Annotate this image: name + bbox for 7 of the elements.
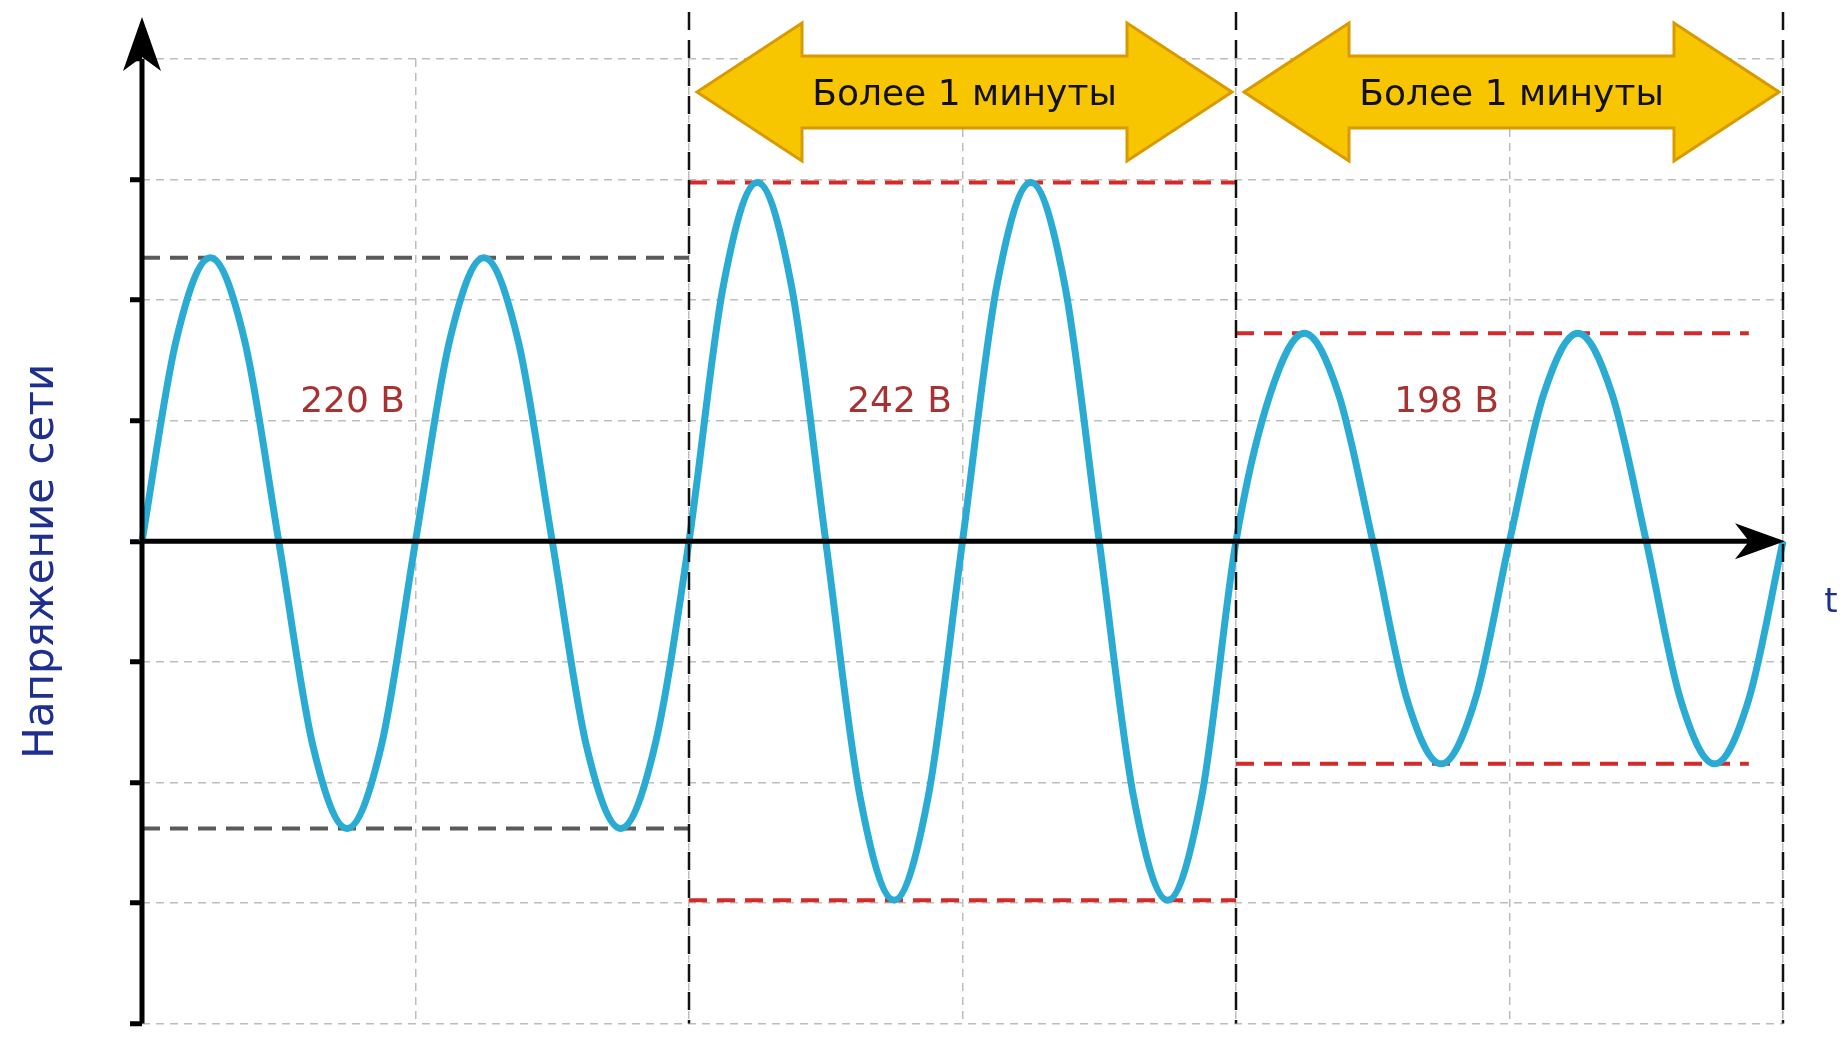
annotation: 198 В	[1394, 378, 1500, 420]
x-axis-title: t	[1824, 580, 1838, 621]
annotation: 242 В	[847, 378, 953, 420]
text: Более 1 минуты	[812, 71, 1117, 113]
annotation: 220 В	[300, 378, 406, 420]
y-axis-title: Напряжение сети	[13, 363, 63, 759]
text: Более 1 минуты	[1359, 71, 1664, 113]
